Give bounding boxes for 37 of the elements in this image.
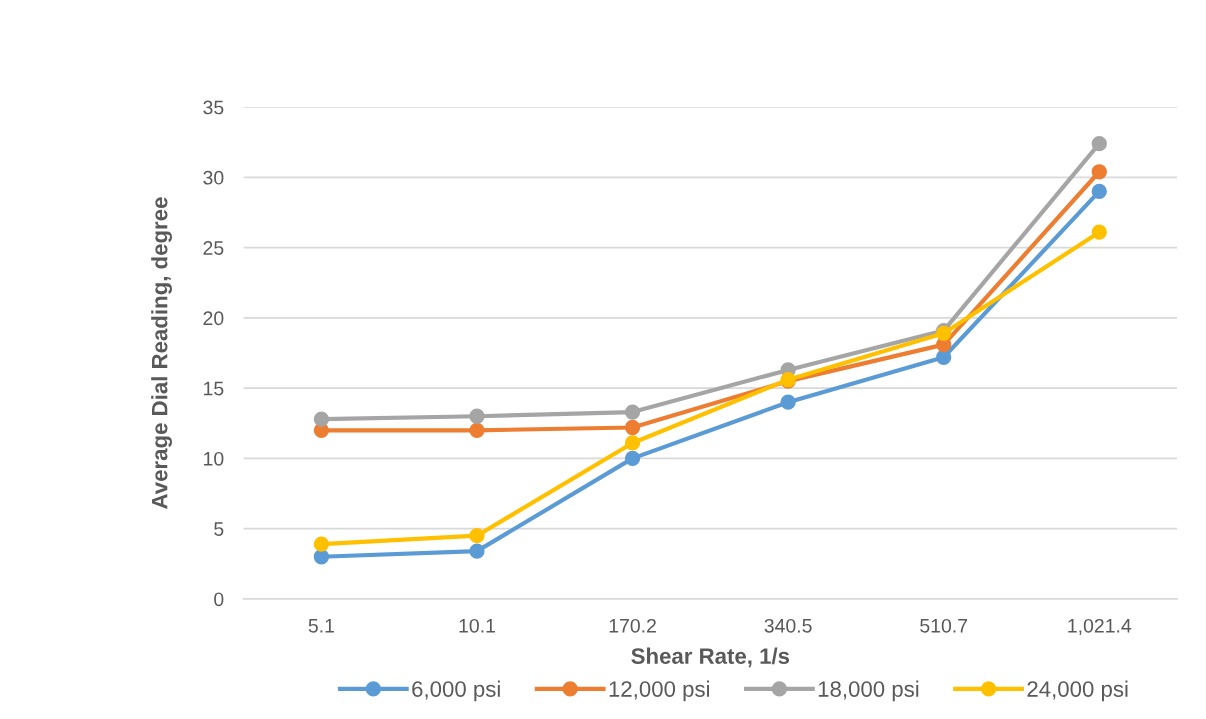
point xyxy=(313,411,330,427)
y-tick-label: 10 xyxy=(204,451,224,466)
y-tick-label: 0 xyxy=(214,592,224,607)
y-axis-title: Average Dial Reading, degree xyxy=(151,197,172,509)
point xyxy=(1091,183,1107,200)
y-tick-label: 25 xyxy=(203,241,224,255)
point xyxy=(469,543,485,559)
y-tick-label: 30 xyxy=(203,170,224,185)
point xyxy=(624,435,641,451)
point xyxy=(624,404,641,420)
point xyxy=(1091,224,1107,240)
legend-label: 6,000 psi xyxy=(412,680,500,702)
point xyxy=(624,450,641,467)
point xyxy=(1091,136,1107,152)
point xyxy=(313,549,330,565)
y-tick-label: 15 xyxy=(204,381,224,396)
y-tick-label: 20 xyxy=(203,311,224,326)
point xyxy=(469,422,485,438)
x-tick-label: 10.1 xyxy=(459,618,495,633)
legend-label: 12,000 psi xyxy=(609,680,710,702)
point xyxy=(936,349,952,365)
y-tick-label: 5 xyxy=(214,522,224,536)
point xyxy=(469,528,485,544)
legend-label: 24,000 psi xyxy=(1027,680,1128,702)
x-tick-label: 1,021.4 xyxy=(1068,618,1132,635)
x-tick-label: 5.1 xyxy=(308,619,334,633)
point xyxy=(624,419,641,436)
x-tick-label: 340.5 xyxy=(764,618,812,633)
x-tick-label: 170.2 xyxy=(609,618,656,633)
x-tick-label: 510.7 xyxy=(920,618,968,633)
x-axis-title: Shear Rate, 1/s xyxy=(631,647,790,668)
point xyxy=(1091,164,1107,180)
point xyxy=(313,536,330,552)
legend-label: 18,000 psi xyxy=(818,680,919,702)
point xyxy=(780,394,796,410)
point xyxy=(469,408,485,424)
y-tick-label: 35 xyxy=(203,100,224,115)
